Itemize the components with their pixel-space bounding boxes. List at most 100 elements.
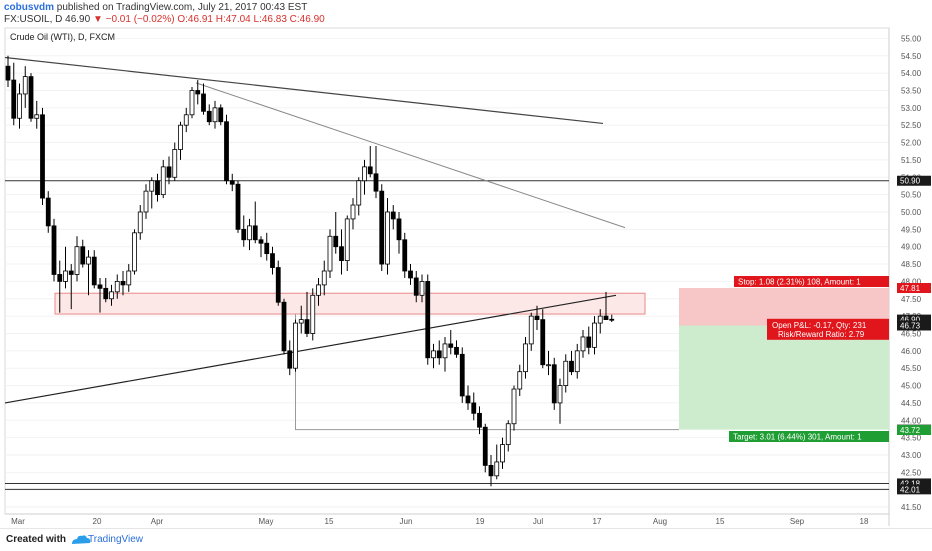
candle-body <box>34 114 40 119</box>
candle-body <box>454 346 459 355</box>
x-tick-label: Sep <box>790 517 805 526</box>
candle-body <box>379 190 385 265</box>
candle-body <box>258 239 264 244</box>
candle-body <box>597 315 603 324</box>
candle-body <box>511 388 517 425</box>
candle-body <box>327 235 333 272</box>
candle-body <box>396 218 402 241</box>
candle-body <box>523 343 528 373</box>
candle-body <box>385 211 390 265</box>
candle-body <box>195 90 201 95</box>
publish-line: cobusvdm published on TradingView.com, J… <box>4 2 604 14</box>
candle-body <box>574 350 580 373</box>
price-label-text: 47.81 <box>900 284 921 293</box>
candle-body <box>11 79 17 119</box>
candle-body <box>408 270 413 279</box>
candle-body <box>603 315 609 320</box>
price-label-bg <box>897 320 931 331</box>
y-tick-label: 42.50 <box>901 468 922 477</box>
candle-body <box>109 291 114 300</box>
candle-body <box>120 281 126 286</box>
candle-body <box>425 281 431 359</box>
trendline-rising-support <box>4 294 617 404</box>
candle-body <box>45 197 51 227</box>
candle-body <box>270 253 275 268</box>
price-label-text: 43.72 <box>900 426 921 435</box>
price-chart[interactable]: 55.00 54.50 54.00 53.50 53.00 52.50 52.00 51.50… <box>0 26 932 528</box>
x-tick-label: Apr <box>151 517 164 526</box>
candle-body <box>569 360 574 373</box>
candle-body <box>103 287 109 300</box>
candle-body <box>114 281 120 293</box>
ohlc-values: O:46.91 H:47.04 L:46.83 C:46.90 <box>177 14 325 25</box>
y-tick-label: 50.50 <box>901 191 922 200</box>
x-tick-label: Aug <box>653 517 667 526</box>
candle-body <box>126 270 132 286</box>
candle-body <box>339 246 344 261</box>
candle-body <box>402 239 408 272</box>
resistance-zone <box>54 292 646 315</box>
candle-body <box>517 371 523 390</box>
candle-body <box>471 402 477 414</box>
y-tick-label: 46.50 <box>901 329 922 338</box>
author-link[interactable]: cobusvdm <box>4 2 55 13</box>
symbol-label: FX:USOIL, D <box>4 14 63 25</box>
tradingview-brand[interactable]: TradingView <box>88 534 144 545</box>
price-label-bg <box>897 478 931 489</box>
candle-body <box>229 180 235 185</box>
candle-body <box>477 412 482 428</box>
y-tick-label: 53.50 <box>901 86 922 95</box>
candle-body <box>40 114 45 199</box>
candle-body <box>63 270 68 282</box>
candle-body <box>557 385 563 404</box>
candle-body <box>247 225 252 241</box>
candle-body <box>362 166 367 182</box>
x-tick-label: Jun <box>400 517 413 526</box>
candle-body <box>22 76 28 95</box>
candle-body <box>28 76 34 119</box>
candle-body <box>166 166 172 178</box>
y-tick-label: 48.50 <box>901 260 922 269</box>
price-label-bg <box>897 175 931 186</box>
pl-label-text: Open P&L: -0.17, Qty: 231 <box>772 321 867 330</box>
x-tick-label: 20 <box>93 517 102 526</box>
y-tick-label: 45.50 <box>901 364 922 373</box>
chart-header: cobusvdm published on TradingView.com, J… <box>4 2 604 26</box>
candle-body <box>172 149 178 178</box>
price-label-bg <box>897 283 931 294</box>
candle-body <box>563 360 569 386</box>
y-tick-label: 54.50 <box>901 52 922 61</box>
candle-body <box>367 166 373 175</box>
price-label-bg <box>897 314 931 325</box>
target-zone <box>679 325 889 430</box>
candle-body <box>413 277 419 296</box>
candle-body <box>74 246 80 275</box>
candle-body <box>540 319 546 366</box>
candle-body <box>224 121 229 182</box>
candle-body <box>5 65 11 81</box>
position-label-bg <box>734 276 889 288</box>
candle-body <box>546 364 551 367</box>
candle-body <box>390 211 396 220</box>
last-price: 46.90 <box>65 14 91 25</box>
candle-body <box>321 270 327 286</box>
candle-body <box>160 166 166 196</box>
candle-body <box>86 256 91 265</box>
y-tick-label: 49.50 <box>901 225 922 234</box>
candle-body <box>551 364 557 404</box>
candle-body <box>132 232 137 272</box>
y-tick-label: 54.00 <box>901 69 922 78</box>
candle-body <box>201 93 206 112</box>
trendline-descending <box>195 82 626 229</box>
price-label-bg <box>897 484 931 495</box>
candle-body <box>143 190 149 213</box>
candle-body <box>275 267 281 303</box>
y-tick-label: 49.00 <box>901 243 922 252</box>
x-tick-label: Mar <box>11 517 25 526</box>
candle-body <box>293 322 298 369</box>
y-tick-label: 51.50 <box>901 156 922 165</box>
position-label-bg <box>729 430 889 442</box>
candle-body <box>97 284 103 289</box>
candle-body <box>281 301 287 352</box>
price-change: ▼ −0.01 (−0.02%) <box>92 14 175 25</box>
